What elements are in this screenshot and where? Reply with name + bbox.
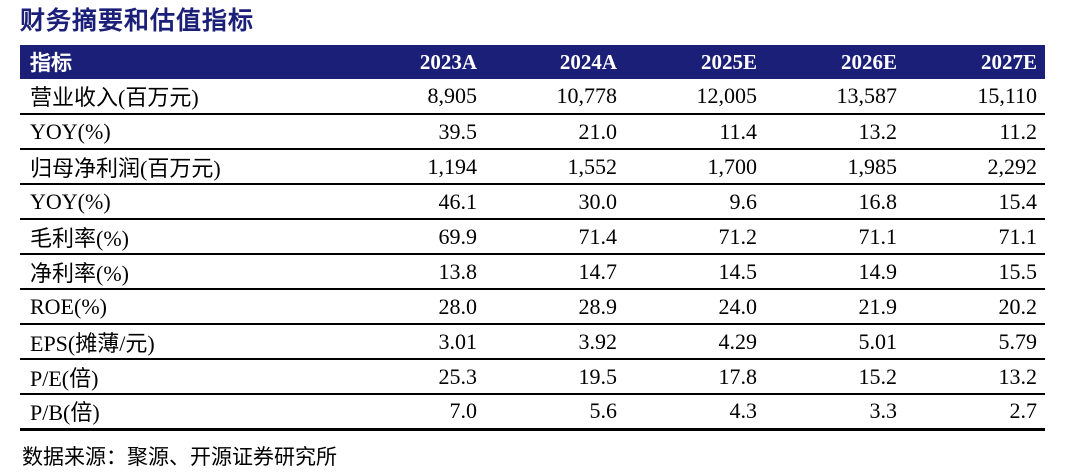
metric-value: 8,905 [345, 79, 485, 115]
metric-value: 46.1 [345, 184, 485, 220]
metric-value: 3.01 [345, 324, 485, 360]
metric-value: 5.79 [905, 324, 1045, 360]
header-cell-2025e: 2025E [625, 45, 765, 79]
metric-label: P/E(倍) [20, 359, 345, 395]
metric-label: 净利率(%) [20, 254, 345, 290]
metric-value: 71.2 [625, 219, 765, 255]
metric-value: 16.8 [765, 184, 905, 220]
metric-value: 5.01 [765, 324, 905, 360]
metric-value: 24.0 [625, 289, 765, 325]
metric-value: 21.0 [485, 114, 625, 150]
metric-value: 12,005 [625, 79, 765, 115]
metric-label: YOY(%) [20, 184, 345, 220]
table-row: EPS(摊薄/元) 3.01 3.92 4.29 5.01 5.79 [20, 324, 1045, 360]
metric-value: 4.29 [625, 324, 765, 360]
metric-label: ROE(%) [20, 289, 345, 325]
table-row: 营业收入(百万元) 8,905 10,778 12,005 13,587 15,110 [20, 79, 1045, 115]
metric-value: 10,778 [485, 79, 625, 115]
header-cell-2024a: 2024A [485, 45, 625, 79]
header-cell-metric: 指标 [20, 45, 345, 79]
metric-value: 3.92 [485, 324, 625, 360]
table-row: YOY(%) 39.5 21.0 11.4 13.2 11.2 [20, 114, 1045, 150]
metric-value: 17.8 [625, 359, 765, 395]
metric-value: 11.2 [905, 114, 1045, 150]
metric-value: 15,110 [905, 79, 1045, 115]
metric-value: 1,194 [345, 149, 485, 185]
metric-value: 4.3 [625, 394, 765, 431]
metric-value: 5.6 [485, 394, 625, 431]
table-row: 毛利率(%) 69.9 71.4 71.2 71.1 71.1 [20, 219, 1045, 255]
metric-value: 69.9 [345, 219, 485, 255]
table-row: 归母净利润(百万元) 1,194 1,552 1,700 1,985 2,292 [20, 149, 1045, 185]
metric-value: 21.9 [765, 289, 905, 325]
metric-value: 71.1 [765, 219, 905, 255]
metric-value: 20.2 [905, 289, 1045, 325]
metric-value: 1,700 [625, 149, 765, 185]
metric-value: 28.9 [485, 289, 625, 325]
table-row: P/B(倍) 7.0 5.6 4.3 3.3 2.7 [20, 394, 1045, 431]
metric-value: 14.9 [765, 254, 905, 290]
metric-value: 13.2 [765, 114, 905, 150]
metric-value: 39.5 [345, 114, 485, 150]
metric-value: 9.6 [625, 184, 765, 220]
metric-value: 15.5 [905, 254, 1045, 290]
table-row: 净利率(%) 13.8 14.7 14.5 14.9 15.5 [20, 254, 1045, 290]
section-title: 财务摘要和估值指标 [20, 8, 255, 35]
metric-label: P/B(倍) [20, 394, 345, 431]
header-cell-2026e: 2026E [765, 45, 905, 79]
metric-value: 25.3 [345, 359, 485, 395]
table-row: YOY(%) 46.1 30.0 9.6 16.8 15.4 [20, 184, 1045, 220]
table-row: P/E(倍) 25.3 19.5 17.8 15.2 13.2 [20, 359, 1045, 395]
metric-value: 7.0 [345, 394, 485, 431]
metric-label: 毛利率(%) [20, 219, 345, 255]
metric-value: 11.4 [625, 114, 765, 150]
metric-value: 1,985 [765, 149, 905, 185]
metric-value: 2,292 [905, 149, 1045, 185]
metric-value: 2.7 [905, 394, 1045, 431]
metric-label: YOY(%) [20, 114, 345, 150]
metric-value: 15.4 [905, 184, 1045, 220]
metric-value: 14.5 [625, 254, 765, 290]
metric-value: 71.4 [485, 219, 625, 255]
metric-label: EPS(摊薄/元) [20, 324, 345, 360]
header-cell-2023a: 2023A [345, 45, 485, 79]
financial-summary-table: 指标 2023A 2024A 2025E 2026E 2027E 营业收入(百万… [20, 45, 1045, 431]
metric-value: 13.8 [345, 254, 485, 290]
metric-value: 3.3 [765, 394, 905, 431]
metric-value: 14.7 [485, 254, 625, 290]
table-row: ROE(%) 28.0 28.9 24.0 21.9 20.2 [20, 289, 1045, 325]
data-source-note: 数据来源：聚源、开源证券研究所 [22, 444, 337, 469]
metric-label: 归母净利润(百万元) [20, 149, 345, 185]
metric-value: 15.2 [765, 359, 905, 395]
metric-value: 19.5 [485, 359, 625, 395]
metric-value: 71.1 [905, 219, 1045, 255]
metric-value: 13,587 [765, 79, 905, 115]
metric-value: 13.2 [905, 359, 1045, 395]
table-header-row: 指标 2023A 2024A 2025E 2026E 2027E [20, 45, 1045, 79]
metric-value: 28.0 [345, 289, 485, 325]
metric-value: 30.0 [485, 184, 625, 220]
metric-value: 1,552 [485, 149, 625, 185]
header-cell-2027e: 2027E [905, 45, 1045, 79]
metric-label: 营业收入(百万元) [20, 79, 345, 115]
